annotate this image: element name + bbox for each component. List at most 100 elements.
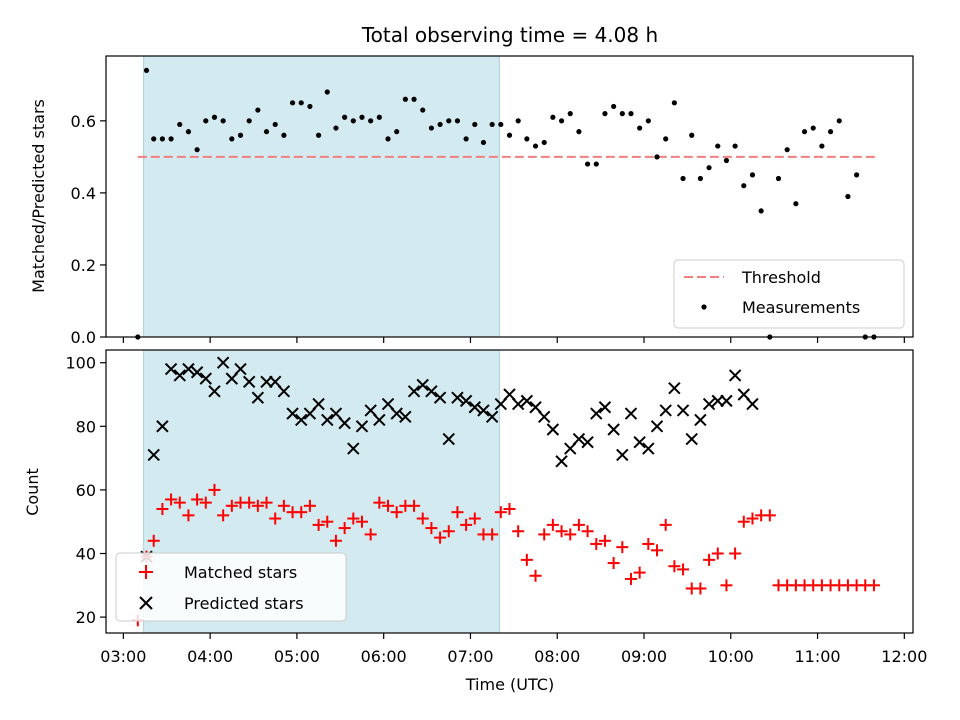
matched-star-point bbox=[546, 518, 559, 531]
predicted-marker-stroke bbox=[624, 407, 638, 420]
predicted-star-point bbox=[373, 413, 386, 427]
matched-star-point bbox=[867, 579, 880, 592]
matched-star-point bbox=[156, 502, 169, 515]
measurement-point bbox=[255, 107, 261, 113]
measurement-point bbox=[550, 114, 556, 120]
predicted-star-point bbox=[650, 420, 664, 433]
matched-star-point bbox=[277, 499, 290, 512]
bottom-x-tick-label: 07:00 bbox=[447, 647, 493, 666]
top-x-ticks bbox=[122, 337, 905, 343]
measurement-point bbox=[151, 136, 157, 142]
top-y-axis-label: Matched/Predicted stars bbox=[29, 99, 48, 293]
measurement-point bbox=[489, 121, 495, 128]
matched-star-point bbox=[633, 566, 646, 579]
matched-star-point bbox=[217, 509, 230, 522]
matched-star-point bbox=[251, 499, 264, 512]
bottom-x-tick-label: 08:00 bbox=[534, 647, 580, 666]
measurement-point bbox=[342, 114, 348, 120]
matched-star-point bbox=[564, 528, 577, 541]
matched-star-point bbox=[651, 544, 664, 557]
measurement-point bbox=[376, 114, 382, 120]
measurement-point bbox=[689, 132, 695, 138]
top-y-tick-label: 0.4 bbox=[71, 184, 96, 203]
measurement-points bbox=[135, 67, 877, 340]
matched-star-point bbox=[338, 522, 351, 535]
bottom-y-tick-label: 20 bbox=[76, 608, 96, 627]
measurement-point bbox=[749, 172, 756, 178]
measurement-point bbox=[420, 107, 426, 113]
predicted-star-point bbox=[173, 369, 186, 382]
top-legend: Threshold Measurements bbox=[673, 259, 905, 329]
predicted-star-point bbox=[477, 404, 490, 417]
predicted-marker-stroke bbox=[147, 448, 160, 462]
measurement-point bbox=[715, 143, 721, 149]
predicted-star-point bbox=[555, 455, 568, 468]
predicted-marker-stroke bbox=[720, 394, 733, 408]
measurement-point bbox=[333, 125, 339, 131]
measurement-point bbox=[671, 100, 677, 106]
measurement-point bbox=[246, 118, 252, 124]
predicted-marker-stroke bbox=[459, 394, 473, 408]
measurement-point bbox=[229, 136, 235, 142]
predicted-marker-stroke bbox=[590, 407, 603, 420]
predicted-star-point bbox=[407, 385, 421, 398]
matched-star-point bbox=[694, 582, 707, 595]
measurement-point bbox=[143, 67, 150, 74]
measurement-point bbox=[637, 125, 643, 131]
matched-star-point bbox=[191, 493, 204, 506]
predicted-star-point bbox=[694, 413, 707, 427]
predicted-marker-stroke bbox=[190, 366, 204, 379]
measurement-point bbox=[428, 125, 435, 131]
matched-star-point bbox=[520, 553, 533, 566]
top-y-tick-label: 0.6 bbox=[71, 112, 96, 131]
predicted-star-point bbox=[624, 407, 638, 420]
predicted-marker-stroke bbox=[607, 423, 620, 436]
predicted-marker-stroke bbox=[702, 397, 716, 411]
predicted-marker-stroke bbox=[355, 420, 369, 433]
matched-star-point bbox=[165, 493, 178, 506]
measurement-point bbox=[281, 132, 287, 138]
matched-star-point bbox=[737, 515, 750, 528]
x-axis-label: Time (UTC) bbox=[465, 675, 554, 694]
predicted-marker-stroke bbox=[616, 448, 629, 462]
predicted-star-point bbox=[459, 394, 473, 408]
predicted-marker-stroke bbox=[242, 375, 256, 389]
predicted-star-point bbox=[728, 369, 742, 382]
measurement-point bbox=[532, 143, 539, 149]
predicted-star-point bbox=[607, 423, 620, 436]
predicted-star-point bbox=[538, 410, 551, 423]
matched-star-point bbox=[329, 534, 342, 547]
matched-star-point bbox=[494, 506, 507, 519]
predicted-star-point bbox=[416, 378, 429, 392]
predicted-marker-stroke bbox=[442, 432, 455, 446]
predicted-marker-stroke bbox=[407, 385, 421, 398]
predicted-marker-stroke bbox=[511, 397, 525, 411]
bottom-x-tick-label: 09:00 bbox=[621, 647, 667, 666]
measurement-point bbox=[541, 139, 547, 146]
measurement-point bbox=[732, 143, 738, 149]
predicted-star-point bbox=[199, 372, 212, 385]
measurement-point bbox=[159, 136, 166, 142]
predicted-marker-stroke bbox=[364, 404, 377, 417]
predicted-marker-stroke bbox=[295, 413, 308, 427]
top-legend-box bbox=[673, 259, 905, 329]
matched-star-point bbox=[199, 496, 212, 509]
matched-star-point bbox=[720, 579, 733, 592]
top-plot-frame bbox=[105, 55, 914, 338]
matched-star-point bbox=[373, 496, 386, 509]
measurement-point bbox=[663, 136, 669, 142]
matched-star-point bbox=[321, 515, 334, 528]
measurement-point bbox=[289, 100, 296, 106]
predicted-marker-stroke bbox=[208, 385, 221, 398]
measurement-point bbox=[593, 161, 599, 167]
predicted-marker-stroke bbox=[321, 413, 334, 427]
matched-star-point bbox=[460, 518, 473, 531]
predicted-marker-stroke bbox=[433, 391, 447, 404]
predicted-star-point bbox=[321, 413, 334, 427]
bottom-y-tick-label: 80 bbox=[76, 417, 96, 436]
predicted-star-point bbox=[442, 432, 455, 446]
predicted-marker-stroke bbox=[199, 372, 212, 385]
predicted-marker-stroke bbox=[685, 432, 698, 446]
measurement-point bbox=[619, 111, 625, 117]
